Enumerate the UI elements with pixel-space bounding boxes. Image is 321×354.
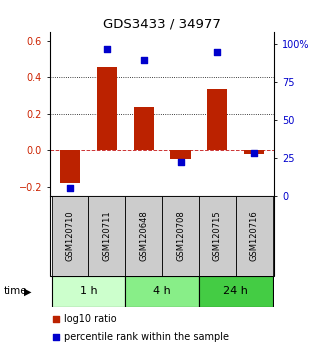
Text: GSM120710: GSM120710	[65, 211, 74, 261]
Text: GSM120708: GSM120708	[176, 211, 185, 261]
Text: percentile rank within the sample: percentile rank within the sample	[64, 332, 230, 342]
Point	[54, 316, 59, 322]
Text: 1 h: 1 h	[80, 286, 97, 296]
FancyBboxPatch shape	[88, 196, 125, 276]
Point	[54, 334, 59, 340]
Bar	[60, 150, 80, 183]
Point	[215, 49, 220, 55]
Text: 24 h: 24 h	[223, 286, 248, 296]
FancyBboxPatch shape	[199, 276, 273, 307]
Bar	[97, 67, 117, 150]
Text: GSM120711: GSM120711	[102, 211, 111, 261]
Text: GSM120715: GSM120715	[213, 211, 222, 261]
FancyBboxPatch shape	[125, 196, 162, 276]
Bar	[207, 89, 228, 150]
Point	[104, 46, 109, 52]
Text: time: time	[3, 286, 27, 296]
Bar	[244, 150, 264, 154]
FancyBboxPatch shape	[162, 196, 199, 276]
Bar	[134, 107, 154, 150]
Point	[252, 150, 257, 156]
Text: log10 ratio: log10 ratio	[64, 314, 117, 324]
FancyBboxPatch shape	[125, 276, 199, 307]
FancyBboxPatch shape	[199, 196, 236, 276]
FancyBboxPatch shape	[52, 276, 125, 307]
Text: 4 h: 4 h	[153, 286, 171, 296]
Text: ▶: ▶	[24, 286, 31, 296]
Bar	[170, 150, 191, 159]
Text: GSM120648: GSM120648	[139, 211, 148, 261]
FancyBboxPatch shape	[52, 196, 88, 276]
Point	[141, 57, 146, 62]
Text: GSM120716: GSM120716	[250, 211, 259, 261]
FancyBboxPatch shape	[236, 196, 273, 276]
Point	[178, 160, 183, 165]
Title: GDS3433 / 34977: GDS3433 / 34977	[103, 18, 221, 31]
Point	[67, 185, 73, 191]
